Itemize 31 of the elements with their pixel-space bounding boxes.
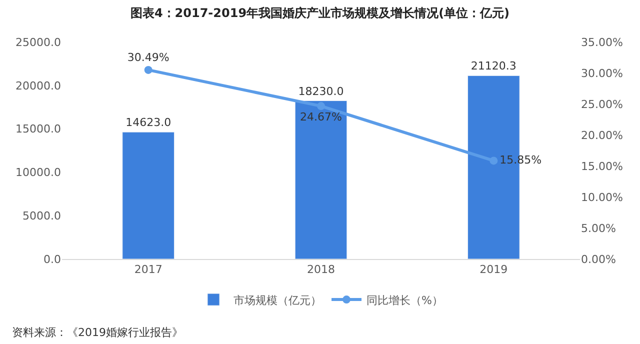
- bar: [294, 100, 348, 259]
- data-label: 18230.0: [298, 84, 344, 98]
- legend-label: 市场规模（亿元）: [234, 294, 322, 307]
- data-label: 21120.3: [470, 60, 516, 73]
- legend-label: 同比增长（%）: [366, 294, 443, 307]
- y-tick-label: 0.0: [44, 252, 61, 266]
- y-tick-label: 5000.0: [22, 209, 61, 222]
- y-tick-label: 10000.0: [16, 166, 61, 180]
- point: [490, 156, 498, 165]
- data-label: 30.49%: [127, 51, 170, 64]
- x-tick-label: 2019: [480, 263, 508, 276]
- chart-title: 图表4：2017-2019年我国婚庆产业市场规模及增长情况(单位：亿元): [130, 6, 510, 20]
- point: [144, 66, 152, 74]
- y2-tick-label: 15.00%: [581, 160, 623, 173]
- text: 资料来源：《2019婚嫁行业报告》: [12, 326, 183, 339]
- data-label: 24.67%: [300, 110, 342, 124]
- y2-tick-label: 30.00%: [581, 66, 623, 80]
- y-tick-label: 25000.0: [16, 36, 61, 49]
- x-tick-label: 2018: [307, 263, 335, 276]
- bar: [122, 132, 174, 259]
- x-tick-label: 2017: [134, 263, 162, 276]
- y2-tick-label: 25.00%: [581, 98, 623, 111]
- y2-tick-label: 5.00%: [581, 222, 616, 235]
- point: [317, 102, 325, 110]
- y2-tick-label: 20.00%: [581, 128, 623, 142]
- y2-tick-label: 10.00%: [581, 190, 623, 204]
- y2-tick-label: 0.00%: [581, 252, 616, 266]
- y-tick-label: 15000.0: [16, 122, 61, 136]
- y2-tick-label: 35.00%: [581, 36, 623, 49]
- data-label: 14623.0: [126, 116, 172, 130]
- y-tick-label: 20000.0: [16, 79, 61, 92]
